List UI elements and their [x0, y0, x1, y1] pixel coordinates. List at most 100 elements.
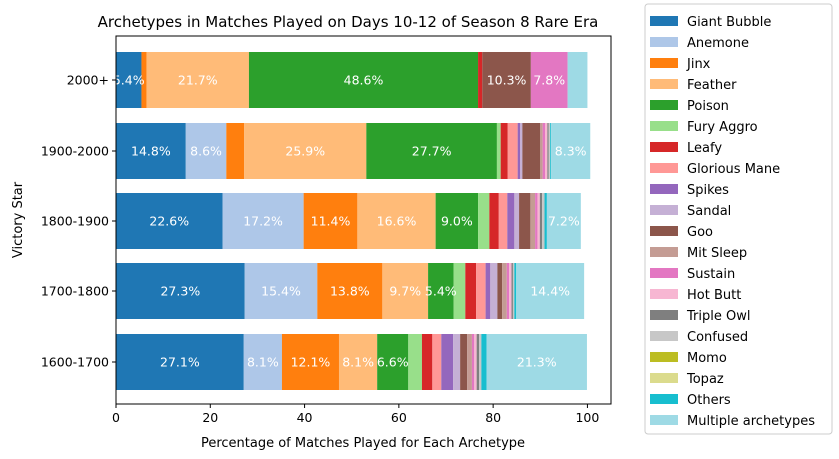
- legend-label: Jinx: [686, 57, 711, 72]
- legend-label: Confused: [687, 330, 748, 345]
- bar-segment: [540, 123, 543, 179]
- legend-swatch: [650, 289, 678, 299]
- data-label: 7.8%: [533, 73, 565, 88]
- bar-segment: [244, 263, 318, 319]
- bar-segment: [435, 193, 479, 249]
- data-label: 14.4%: [530, 284, 570, 299]
- bar-segment: [542, 193, 545, 249]
- bar-segment: [453, 334, 461, 390]
- bar-segment: [338, 334, 378, 390]
- bar-segment: [408, 334, 422, 390]
- plot-frame: [115, 35, 612, 405]
- bar-segment: [421, 334, 433, 390]
- legend-label: Sustain: [687, 267, 735, 282]
- data-label: 11.4%: [311, 214, 351, 229]
- data-label: 10.3%: [487, 73, 527, 88]
- bar-segment: [530, 193, 536, 249]
- bar-segment: [546, 193, 581, 249]
- bar-segment: [185, 123, 227, 179]
- data-labels-group: 5.4% 21.7% 48.6% 10.3% 7.8% 14.8% 8.6% 25.9% 27.…: [113, 73, 587, 370]
- bar-segment: [522, 123, 541, 179]
- bar-segment: [548, 123, 551, 179]
- bar-segment: [116, 334, 244, 390]
- legend-label: Momo: [687, 351, 727, 366]
- bar-segment: [497, 263, 503, 319]
- legend-swatch: [650, 79, 678, 89]
- bar-segment: [520, 123, 523, 179]
- data-label: 16.6%: [377, 214, 417, 229]
- x-tick-label: 80: [485, 410, 501, 425]
- data-label: 21.3%: [517, 355, 557, 370]
- bar-segment: [481, 334, 487, 390]
- legend-swatch: [650, 121, 678, 131]
- bar-segment: [509, 263, 512, 319]
- data-label: 5.4%: [113, 73, 145, 88]
- legend-swatch: [650, 373, 678, 383]
- legend-label: Hot Butt: [687, 288, 741, 303]
- legend-label: Multiple archetypes: [687, 414, 815, 429]
- data-label: 13.8%: [330, 284, 370, 299]
- bar-segment: [514, 193, 520, 249]
- y-tick-label: 1600-1700: [41, 355, 109, 370]
- legend-label: Spikes: [687, 183, 729, 198]
- legend-label: Triple Owl: [686, 309, 750, 324]
- bar-segment: [281, 334, 339, 390]
- data-label: 17.2%: [243, 214, 283, 229]
- data-label: 8.1%: [342, 355, 374, 370]
- bar-segment: [146, 52, 249, 108]
- data-label: 8.6%: [190, 144, 222, 159]
- bar-segment: [482, 52, 531, 108]
- bar-segment: [516, 263, 585, 319]
- data-label: 25.9%: [285, 144, 325, 159]
- bar-segment: [116, 52, 142, 108]
- y-axis-ticks: 2000+ 1900-2000 1800-1900 1700-1800 1600-170…: [41, 73, 116, 370]
- legend-label: Poison: [687, 99, 729, 114]
- data-label: 9.0%: [441, 214, 473, 229]
- bar-segment: [550, 123, 552, 179]
- x-axis-ticks: 0 20 40 60 80 100: [112, 404, 599, 425]
- data-label: 6.6%: [377, 355, 409, 370]
- data-label: 8.1%: [247, 355, 279, 370]
- bar-segment: [512, 263, 515, 319]
- legend-swatch: [650, 142, 678, 152]
- y-tick-label: 1900-2000: [41, 144, 109, 159]
- bar-segment: [551, 123, 591, 179]
- legend-swatch: [650, 268, 678, 278]
- bar-segment: [116, 123, 186, 179]
- data-label: 7.2%: [548, 214, 580, 229]
- bar-segment: [502, 263, 507, 319]
- y-tick-label: 1700-1800: [41, 284, 109, 299]
- bar-segment: [317, 263, 383, 319]
- data-label: 12.1%: [291, 355, 331, 370]
- bar-segment: [485, 263, 491, 319]
- legend-swatch: [650, 163, 678, 173]
- bar-segment: [476, 263, 486, 319]
- legend-label: Anemone: [687, 36, 749, 51]
- legend-swatch: [650, 16, 678, 26]
- bar-segment: [545, 123, 548, 179]
- bar-segment: [478, 52, 483, 108]
- legend-swatch: [650, 352, 678, 362]
- data-label: 27.3%: [160, 284, 200, 299]
- y-tick-label: 2000+: [67, 73, 109, 88]
- bar-segment: [567, 52, 588, 108]
- bar-segment: [490, 263, 498, 319]
- legend-label: Fury Aggro: [687, 120, 758, 135]
- data-label: 27.1%: [160, 355, 200, 370]
- bar-segment: [537, 193, 540, 249]
- bar-segment: [116, 263, 245, 319]
- bar-segment: [428, 263, 454, 319]
- legend-label: Glorious Mane: [687, 162, 780, 177]
- bar-segment: [506, 263, 510, 319]
- legend-label: Leafy: [687, 141, 722, 156]
- chart-title: Archetypes in Matches Played on Days 10-…: [98, 13, 599, 31]
- legend-swatch: [650, 58, 678, 68]
- bar-segment: [535, 193, 538, 249]
- legend-swatch: [650, 226, 678, 236]
- bar-segment: [507, 123, 518, 179]
- y-axis-label: Victory Star: [11, 181, 26, 258]
- bar-segment: [498, 193, 508, 249]
- legend-frame: [644, 3, 833, 435]
- bar-segment: [243, 334, 282, 390]
